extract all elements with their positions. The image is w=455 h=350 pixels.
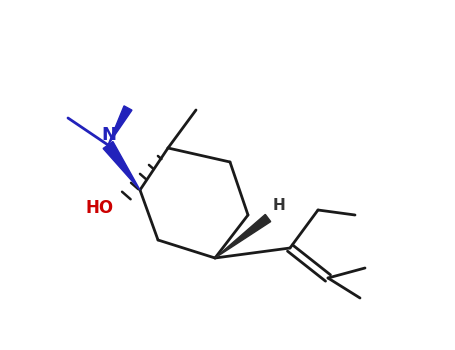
- Text: N: N: [101, 126, 116, 144]
- Polygon shape: [215, 215, 271, 258]
- Text: HO: HO: [86, 199, 114, 217]
- Polygon shape: [103, 141, 140, 190]
- Text: H: H: [273, 198, 286, 213]
- Polygon shape: [108, 106, 132, 145]
